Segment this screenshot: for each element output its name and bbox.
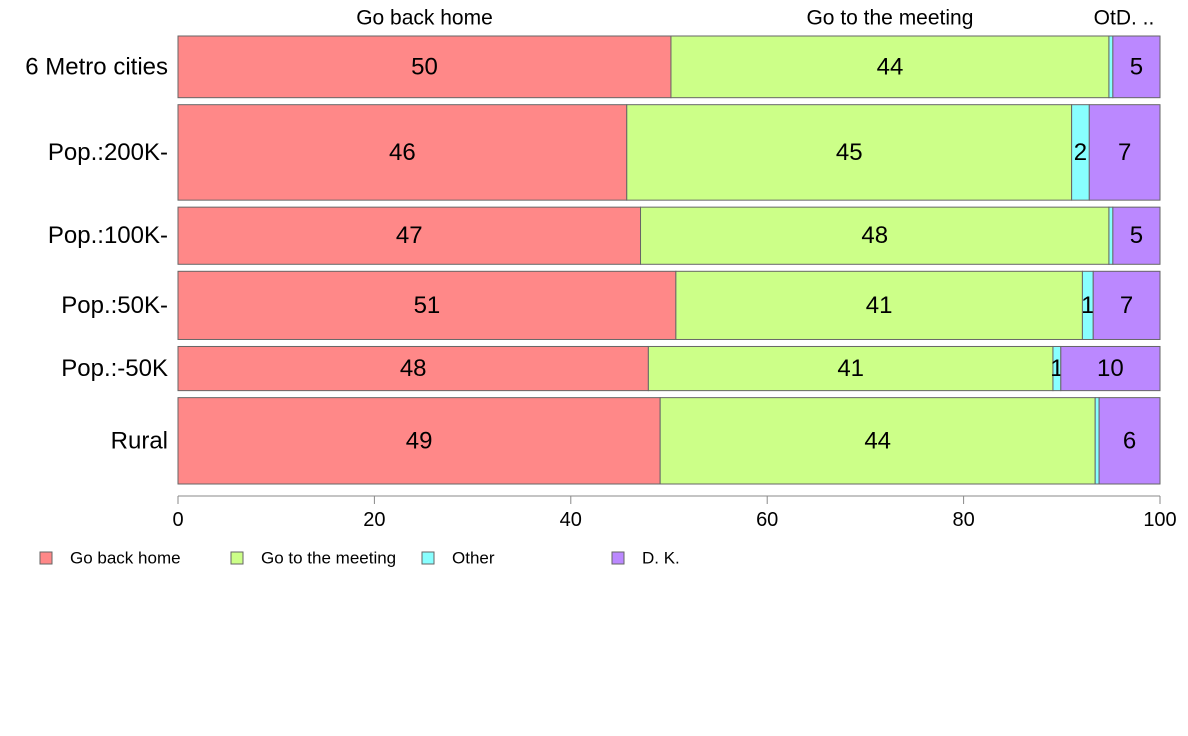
legend-item-other: Other: [421, 549, 495, 568]
data-label: 47: [396, 222, 423, 249]
x-tick-label: 80: [952, 509, 974, 531]
legend-label: D. K.: [642, 549, 680, 568]
column-label: Go back home: [356, 7, 493, 30]
bar-row-rural: 49 44 6: [177, 397, 1161, 485]
bar-segment-go-back-home: [177, 270, 677, 340]
row-label: Pop.:-50K: [61, 355, 168, 382]
data-label: 2: [1074, 139, 1087, 166]
bar-row-pop-100k: 47 48 5: [177, 206, 1161, 265]
bar-row-pop-50k: 48 41 1 10: [177, 345, 1161, 392]
legend: Go back home Go to the meeting Other D. K.: [39, 549, 680, 568]
bar-segment-go-back-home: [177, 35, 672, 99]
bar-segment-other: [1108, 35, 1114, 99]
bar-row-6-metro-cities: 50 44 5: [177, 35, 1161, 99]
data-label: 10: [1097, 355, 1124, 382]
bar-segment-go-back-home: [177, 104, 628, 201]
data-label: 5: [1130, 53, 1143, 80]
bar-segment-d-k: [1112, 206, 1161, 265]
legend-item-go-back-home: Go back home: [39, 549, 181, 568]
data-label: 49: [406, 427, 433, 454]
bar-segment-go-to-the-meeting: [675, 270, 1083, 340]
row-labels: 6 Metro cities Pop.:200K- Pop.:100K- Pop.:5…: [25, 53, 168, 454]
bar-segment-go-to-the-meeting: [626, 104, 1073, 201]
bar-segment-other: [1094, 397, 1100, 485]
bar-segment-d-k: [1060, 345, 1161, 392]
legend-item-go-to-the-meeting: Go to the meeting: [230, 549, 396, 568]
data-label: 44: [864, 427, 891, 454]
legend-swatch: [611, 551, 625, 565]
row-label: Pop.:50K-: [61, 292, 168, 319]
x-tick-label: 100: [1143, 509, 1176, 531]
data-label: 1: [1081, 292, 1094, 319]
row-label: Rural: [111, 427, 168, 454]
bar-segment-go-to-the-meeting: [670, 35, 1110, 99]
x-tick-label: 0: [172, 509, 183, 531]
bar-row-pop-200k: 46 45 2 7: [177, 104, 1161, 201]
bar-segment-go-to-the-meeting: [659, 397, 1096, 485]
data-label: 6: [1123, 427, 1136, 454]
legend-item-d-k: D. K.: [611, 549, 680, 568]
bar-segment-go-back-home: [177, 206, 642, 265]
bar-segment-other: [1108, 206, 1114, 265]
data-label: 50: [411, 53, 438, 80]
bar-segment-go-back-home: [177, 397, 661, 485]
data-label: 41: [837, 355, 864, 382]
data-label: 48: [400, 355, 427, 382]
legend-label: Other: [452, 549, 495, 568]
legend-swatch: [421, 551, 435, 565]
bar-segment-d-k: [1098, 397, 1161, 485]
row-label: 6 Metro cities: [25, 53, 168, 80]
bar-segment-go-to-the-meeting: [640, 206, 1110, 265]
data-label: 45: [836, 139, 863, 166]
x-tick-label: 20: [363, 509, 385, 531]
x-tick-label: 60: [756, 509, 778, 531]
data-label: 48: [861, 222, 888, 249]
bar-row-pop-50k: 51 41 1 7: [177, 270, 1161, 340]
bar-segment-d-k: [1112, 35, 1161, 99]
column-labels: Go back home Go to the meeting OtD. ..: [356, 7, 1154, 30]
bar-segment-go-to-the-meeting: [647, 345, 1054, 392]
legend-label: Go to the meeting: [261, 549, 396, 568]
data-label: 7: [1120, 292, 1133, 319]
row-label: Pop.:100K-: [48, 222, 168, 249]
column-label: Go to the meeting: [806, 7, 973, 30]
data-label: 46: [389, 139, 416, 166]
data-label: 5: [1130, 222, 1143, 249]
data-label: 51: [414, 292, 441, 319]
column-label: OtD. ..: [1094, 7, 1155, 30]
data-label: 44: [877, 53, 904, 80]
data-label: 7: [1118, 139, 1131, 166]
bar-segment-d-k: [1088, 104, 1161, 201]
legend-swatch: [39, 551, 53, 565]
row-label: Pop.:200K-: [48, 139, 168, 166]
x-axis: 0 20 40 60 80 100: [172, 495, 1177, 531]
data-label: 1: [1050, 355, 1063, 382]
bar-segment-d-k: [1092, 270, 1161, 340]
legend-swatch: [230, 551, 244, 565]
legend-label: Go back home: [70, 549, 181, 568]
data-label: 41: [866, 292, 893, 319]
x-tick-label: 40: [560, 509, 582, 531]
